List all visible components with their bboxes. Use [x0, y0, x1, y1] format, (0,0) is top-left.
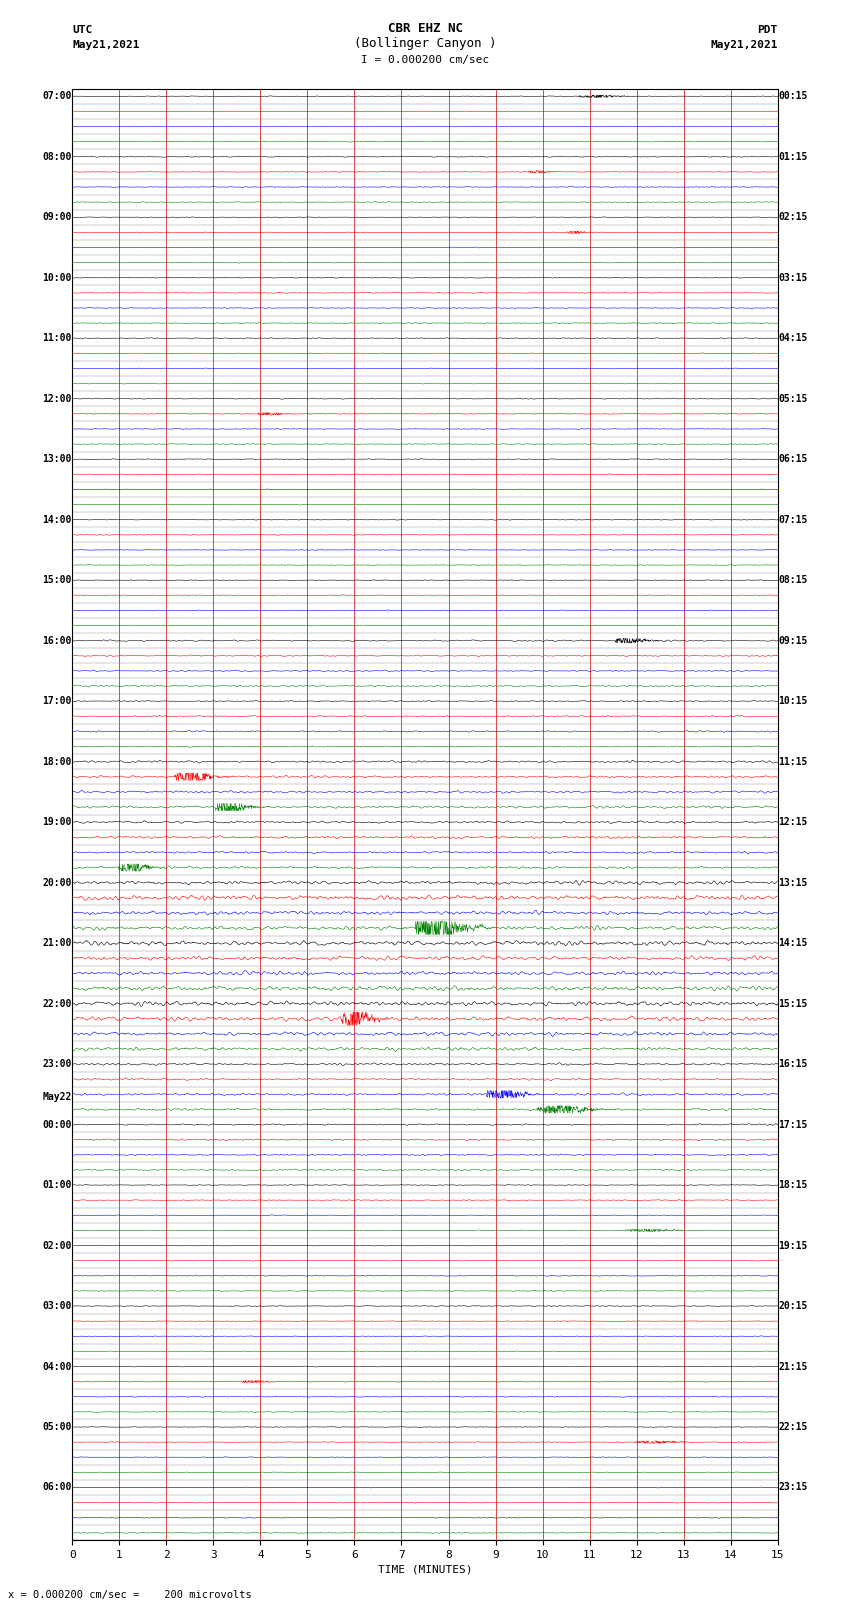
X-axis label: TIME (MINUTES): TIME (MINUTES)	[377, 1565, 473, 1574]
Text: 19:15: 19:15	[779, 1240, 808, 1250]
Text: 07:00: 07:00	[42, 92, 71, 102]
Text: CBR EHZ NC: CBR EHZ NC	[388, 23, 462, 35]
Text: 06:00: 06:00	[42, 1482, 71, 1492]
Text: 15:15: 15:15	[779, 998, 808, 1008]
Text: 10:00: 10:00	[42, 273, 71, 282]
Text: 22:15: 22:15	[779, 1423, 808, 1432]
Text: 20:00: 20:00	[42, 877, 71, 887]
Text: 13:00: 13:00	[42, 455, 71, 465]
Text: 23:00: 23:00	[42, 1060, 71, 1069]
Text: 02:00: 02:00	[42, 1240, 71, 1250]
Text: 14:00: 14:00	[42, 515, 71, 524]
Text: 16:00: 16:00	[42, 636, 71, 645]
Text: 11:00: 11:00	[42, 334, 71, 344]
Text: 10:15: 10:15	[779, 697, 808, 706]
Text: 08:00: 08:00	[42, 152, 71, 161]
Text: x = 0.000200 cm/sec =    200 microvolts: x = 0.000200 cm/sec = 200 microvolts	[8, 1590, 252, 1600]
Text: 12:15: 12:15	[779, 818, 808, 827]
Text: 12:00: 12:00	[42, 394, 71, 403]
Text: May21,2021: May21,2021	[711, 40, 778, 50]
Text: 23:15: 23:15	[779, 1482, 808, 1492]
Text: 01:00: 01:00	[42, 1181, 71, 1190]
Text: May22: May22	[42, 1092, 71, 1102]
Text: 19:00: 19:00	[42, 818, 71, 827]
Text: 08:15: 08:15	[779, 576, 808, 586]
Text: 21:15: 21:15	[779, 1361, 808, 1371]
Text: 21:00: 21:00	[42, 939, 71, 948]
Text: 18:00: 18:00	[42, 756, 71, 766]
Text: 07:15: 07:15	[779, 515, 808, 524]
Text: 17:00: 17:00	[42, 697, 71, 706]
Text: May21,2021: May21,2021	[72, 40, 139, 50]
Text: 04:15: 04:15	[779, 334, 808, 344]
Text: 17:15: 17:15	[779, 1119, 808, 1129]
Text: 14:15: 14:15	[779, 939, 808, 948]
Text: 03:00: 03:00	[42, 1302, 71, 1311]
Text: 09:00: 09:00	[42, 213, 71, 223]
Text: 00:15: 00:15	[779, 92, 808, 102]
Text: 02:15: 02:15	[779, 213, 808, 223]
Text: 18:15: 18:15	[779, 1181, 808, 1190]
Text: 15:00: 15:00	[42, 576, 71, 586]
Text: I = 0.000200 cm/sec: I = 0.000200 cm/sec	[361, 55, 489, 65]
Text: 00:00: 00:00	[42, 1119, 71, 1129]
Text: 11:15: 11:15	[779, 756, 808, 766]
Text: PDT: PDT	[757, 26, 778, 35]
Text: 01:15: 01:15	[779, 152, 808, 161]
Text: 03:15: 03:15	[779, 273, 808, 282]
Text: 06:15: 06:15	[779, 455, 808, 465]
Text: 04:00: 04:00	[42, 1361, 71, 1371]
Text: 05:15: 05:15	[779, 394, 808, 403]
Text: 05:00: 05:00	[42, 1423, 71, 1432]
Text: 16:15: 16:15	[779, 1060, 808, 1069]
Text: 22:00: 22:00	[42, 998, 71, 1008]
Text: 09:15: 09:15	[779, 636, 808, 645]
Text: 20:15: 20:15	[779, 1302, 808, 1311]
Text: (Bollinger Canyon ): (Bollinger Canyon )	[354, 37, 496, 50]
Text: 13:15: 13:15	[779, 877, 808, 887]
Text: UTC: UTC	[72, 26, 93, 35]
